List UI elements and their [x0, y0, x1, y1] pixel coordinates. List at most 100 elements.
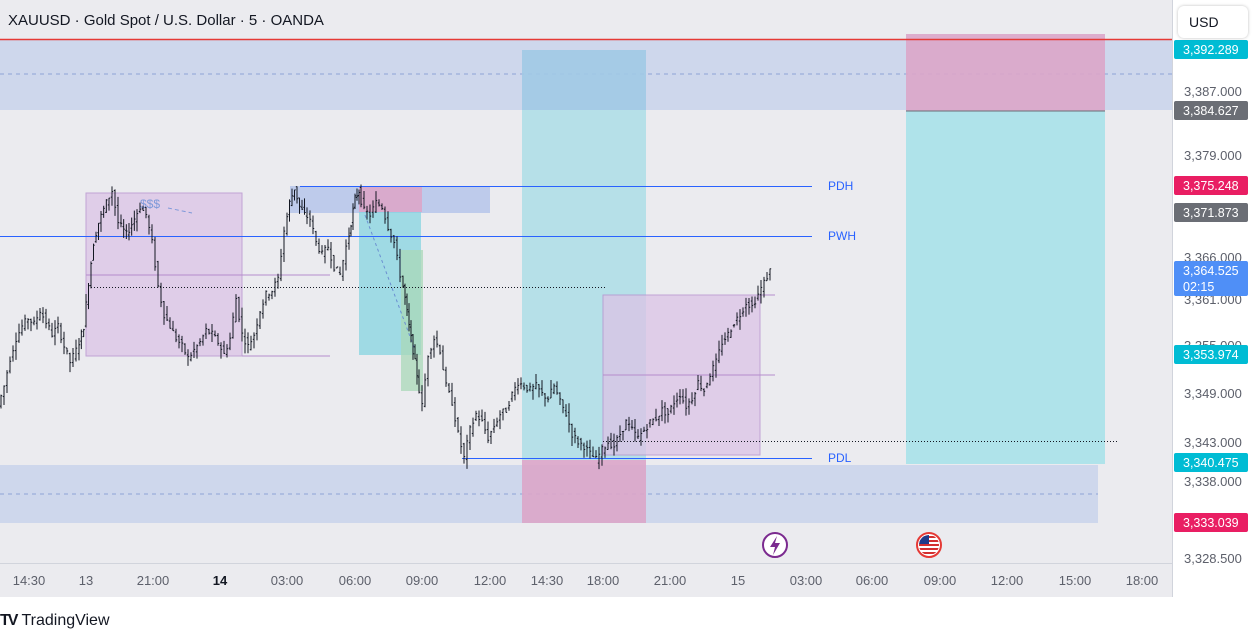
candle[interactable]	[240, 307, 244, 342]
price-axis-area[interactable]	[1172, 0, 1253, 597]
candle[interactable]	[714, 353, 718, 378]
candle[interactable]	[648, 419, 652, 428]
candle[interactable]	[621, 430, 625, 441]
candle[interactable]	[666, 408, 670, 423]
candle[interactable]	[389, 228, 393, 243]
candle[interactable]	[405, 293, 409, 316]
tradingview-branding[interactable]: TV TradingView	[0, 609, 110, 633]
candle[interactable]	[282, 226, 286, 262]
symbol-title[interactable]: XAUUSD · Gold Spot / U.S. Dollar · 5 · O…	[8, 12, 324, 29]
candle[interactable]	[165, 306, 169, 321]
candle[interactable]	[723, 332, 727, 345]
candle[interactable]	[444, 366, 448, 387]
candle[interactable]	[308, 210, 312, 227]
candle[interactable]	[201, 334, 205, 346]
candle[interactable]	[355, 188, 359, 201]
candle[interactable]	[183, 343, 187, 355]
candle[interactable]	[210, 324, 214, 343]
candle[interactable]	[338, 266, 342, 276]
candle[interactable]	[669, 404, 673, 414]
candle[interactable]	[119, 214, 123, 228]
candle[interactable]	[696, 375, 700, 391]
candle[interactable]	[660, 400, 664, 422]
candle[interactable]	[14, 332, 18, 360]
candle[interactable]	[171, 320, 175, 332]
candle[interactable]	[468, 425, 472, 450]
candle[interactable]	[207, 328, 211, 335]
candle[interactable]	[243, 328, 247, 354]
candle[interactable]	[222, 340, 226, 354]
candle[interactable]	[97, 222, 100, 240]
candle[interactable]	[720, 334, 724, 356]
candle[interactable]	[252, 332, 256, 349]
candle[interactable]	[2, 385, 6, 405]
candle[interactable]	[374, 191, 378, 214]
candle[interactable]	[365, 205, 369, 220]
candle[interactable]	[489, 430, 493, 445]
candle[interactable]	[295, 186, 299, 204]
candle[interactable]	[380, 203, 384, 211]
candle[interactable]	[636, 429, 640, 440]
candle[interactable]	[195, 344, 199, 359]
candle[interactable]	[80, 329, 83, 350]
candle[interactable]	[750, 296, 754, 313]
candle[interactable]	[110, 186, 114, 206]
candle[interactable]	[654, 408, 658, 422]
candle[interactable]	[567, 403, 571, 433]
candle[interactable]	[606, 436, 610, 450]
candle[interactable]	[8, 356, 12, 374]
candle[interactable]	[87, 282, 90, 310]
candle[interactable]	[420, 385, 424, 412]
currency-button[interactable]: USD	[1178, 6, 1248, 38]
candle[interactable]	[495, 417, 499, 427]
position-target-zone[interactable]	[906, 110, 1105, 464]
candle[interactable]	[371, 200, 375, 218]
candle[interactable]	[156, 260, 160, 288]
candle[interactable]	[198, 338, 202, 347]
candle[interactable]	[588, 439, 592, 459]
candle[interactable]	[300, 199, 304, 211]
candle[interactable]	[293, 189, 296, 201]
candle[interactable]	[552, 383, 556, 395]
candle[interactable]	[528, 382, 532, 392]
candle[interactable]	[74, 339, 78, 362]
candle[interactable]	[513, 382, 517, 401]
candle[interactable]	[426, 355, 430, 387]
candle[interactable]	[50, 322, 54, 338]
candle[interactable]	[59, 322, 63, 344]
candle[interactable]	[77, 337, 81, 361]
candle[interactable]	[564, 404, 568, 417]
candle[interactable]	[138, 202, 142, 214]
candle[interactable]	[471, 417, 475, 437]
candle[interactable]	[708, 373, 712, 386]
candle[interactable]	[624, 419, 628, 431]
candle[interactable]	[204, 323, 208, 340]
candle[interactable]	[474, 410, 478, 421]
candle[interactable]	[0, 394, 3, 409]
candle[interactable]	[756, 285, 760, 301]
candle[interactable]	[94, 231, 98, 243]
price-tag[interactable]: 3,375.248	[1174, 176, 1248, 195]
candle[interactable]	[341, 259, 345, 281]
candle[interactable]	[320, 245, 324, 255]
candle[interactable]	[600, 444, 604, 466]
candle[interactable]	[213, 330, 217, 337]
candle[interactable]	[392, 235, 396, 249]
candle[interactable]	[735, 312, 739, 326]
candle[interactable]	[561, 399, 565, 414]
candle[interactable]	[276, 273, 280, 289]
candle[interactable]	[353, 193, 357, 209]
candle[interactable]	[47, 318, 51, 331]
candle[interactable]	[441, 345, 445, 371]
candle[interactable]	[597, 446, 601, 470]
candle[interactable]	[122, 219, 125, 238]
candle[interactable]	[314, 230, 318, 246]
candle[interactable]	[438, 344, 442, 355]
candle[interactable]	[285, 212, 289, 236]
candle[interactable]	[555, 381, 559, 395]
candle[interactable]	[234, 294, 238, 323]
candle[interactable]	[504, 407, 508, 413]
candle[interactable]	[711, 360, 715, 382]
candle[interactable]	[153, 236, 157, 271]
